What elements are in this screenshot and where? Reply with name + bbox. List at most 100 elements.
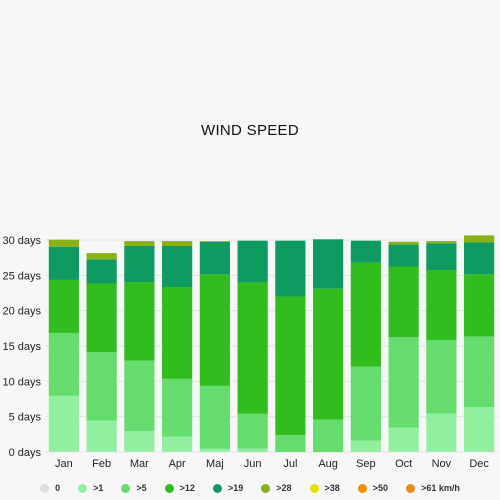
- legend-dot-icon: [40, 483, 50, 493]
- bar-segment: [313, 419, 344, 452]
- bar-segment: [162, 378, 193, 437]
- legend-label: >50: [372, 483, 389, 493]
- bar-segment: [199, 274, 230, 386]
- chart-title: WIND SPEED: [200, 122, 299, 139]
- bar-segment: [48, 239, 79, 247]
- x-tick-label: Maj: [206, 458, 224, 470]
- bar-segment: [124, 246, 155, 283]
- legend-dot-icon: [78, 483, 88, 493]
- wind-speed-chart: 0 days 5 days 10 days 15 days 20 days 25 days…: [2, 235, 498, 470]
- bar-segment: [464, 336, 495, 408]
- bar-segment: [426, 241, 457, 244]
- legend-dot-icon: [121, 483, 131, 493]
- bar-segment: [237, 282, 268, 414]
- bar-segment: [313, 239, 344, 289]
- bar-segment: [124, 282, 155, 361]
- bar-segment: [388, 337, 419, 428]
- bar-segment: [426, 270, 457, 340]
- legend-label: >1: [93, 483, 104, 493]
- legend-item[interactable]: >12: [164, 483, 195, 493]
- bar-segment: [350, 366, 381, 441]
- bar-segment: [199, 241, 230, 275]
- bar-segment: [86, 420, 117, 452]
- x-tick-label: Oct: [395, 458, 412, 470]
- bar-segment: [162, 246, 193, 287]
- bar-segment: [124, 360, 155, 432]
- bar-segment: [237, 240, 268, 283]
- bar-segment: [388, 266, 419, 338]
- bar-segment: [350, 240, 381, 263]
- bar-segment: [48, 395, 79, 452]
- x-axis: Jan Feb Mar Apr Maj Jun Jul Aug Sep Oct Nov Dec: [55, 458, 489, 470]
- x-tick-label: Dec: [469, 458, 489, 470]
- bar-segment: [199, 448, 230, 452]
- legend-label: >12: [179, 483, 195, 493]
- bar-segment: [464, 242, 495, 275]
- legend-item[interactable]: >5: [121, 483, 147, 493]
- bar-segment: [162, 286, 193, 379]
- x-tick-label: Nov: [432, 458, 452, 470]
- bar-segment: [464, 407, 495, 452]
- bars: [48, 235, 495, 452]
- x-tick-label: Jun: [244, 458, 262, 470]
- y-tick-label: 10 days: [2, 376, 41, 388]
- y-tick-label: 25 days: [2, 270, 41, 282]
- y-tick-label: 15 days: [2, 341, 41, 353]
- x-tick-label: Sep: [356, 458, 376, 470]
- bar-segment: [199, 241, 230, 242]
- legend-item[interactable]: 0: [40, 483, 60, 493]
- legend-item[interactable]: >61 km/h: [406, 483, 460, 493]
- bar-segment: [162, 436, 193, 452]
- legend-item[interactable]: >50: [357, 483, 389, 493]
- legend-item[interactable]: >28: [261, 483, 292, 493]
- legend-item[interactable]: >38: [309, 483, 340, 493]
- x-tick-label: Mar: [130, 458, 149, 470]
- bar-segment: [426, 413, 457, 452]
- x-tick-label: Jan: [55, 458, 73, 470]
- legend: 0 >1 >5 >12 >19 >28 >38 >50 >61 km/h: [0, 480, 500, 496]
- bar-segment: [48, 332, 79, 396]
- y-tick-label: 30 days: [2, 235, 41, 247]
- legend-item[interactable]: >1: [78, 483, 103, 493]
- bar-segment: [275, 240, 306, 297]
- bar-segment: [199, 385, 230, 449]
- bar-segment: [464, 235, 495, 243]
- bar-segment: [350, 262, 381, 367]
- bar-segment: [124, 241, 155, 247]
- legend-dot-icon: [261, 483, 271, 493]
- legend-dot-icon: [309, 483, 319, 493]
- bar-segment: [86, 253, 117, 260]
- y-tick-label: 20 days: [2, 306, 41, 318]
- legend-item[interactable]: >19: [212, 483, 244, 493]
- x-tick-label: Apr: [169, 458, 186, 470]
- legend-dot-icon: [357, 483, 367, 493]
- y-tick-label: 0 days: [9, 447, 42, 459]
- bar-segment: [86, 259, 117, 284]
- bar-segment: [86, 352, 117, 421]
- legend-label: 0: [55, 483, 61, 493]
- legend-dot-icon: [406, 483, 416, 493]
- bar-segment: [48, 246, 79, 280]
- x-tick-label: Jul: [283, 458, 297, 470]
- grid: [45, 239, 498, 453]
- y-axis: 0 days 5 days 10 days 15 days 20 days 25 days…: [2, 235, 41, 459]
- bar-segment: [388, 244, 419, 267]
- bar-segment: [350, 440, 381, 452]
- bar-segment: [275, 435, 306, 452]
- bar-segment: [388, 241, 419, 245]
- legend-label: >5: [136, 483, 147, 493]
- bar-segment: [313, 288, 344, 420]
- bar-segment: [124, 431, 155, 452]
- bar-segment: [464, 274, 495, 337]
- legend-label: >61 km/h: [421, 483, 460, 493]
- legend-label: >38: [324, 483, 340, 493]
- x-tick-label: Aug: [318, 458, 338, 470]
- bar-segment: [237, 448, 268, 452]
- bar-segment: [162, 241, 193, 247]
- legend-label: >19: [227, 483, 244, 493]
- legend-dot-icon: [212, 483, 222, 493]
- bar-segment: [426, 339, 457, 414]
- bar-segment: [48, 279, 79, 333]
- y-tick-label: 5 days: [9, 412, 42, 424]
- bar-segment: [388, 427, 419, 452]
